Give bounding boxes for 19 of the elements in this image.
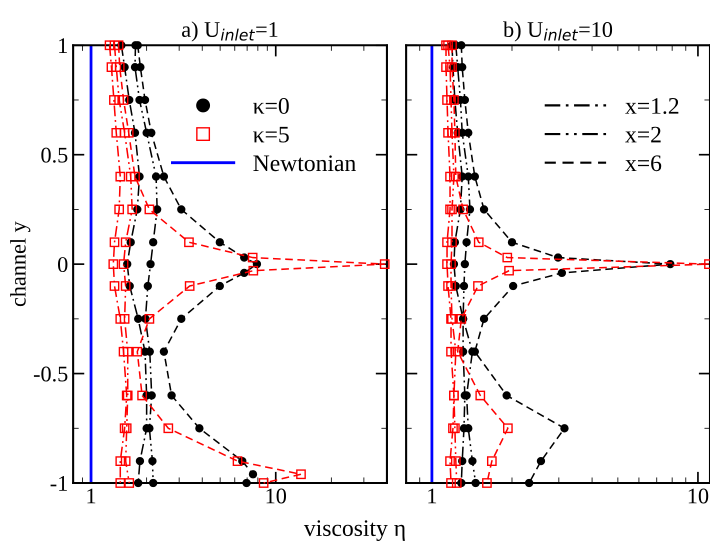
legend-label: Newtonian — [253, 155, 356, 172]
legend-label: κ=0 — [253, 98, 289, 114]
y-axis-title: channel y — [10, 221, 30, 306]
legend-label: x=6 — [625, 155, 662, 172]
x-tick-label: 10 — [688, 488, 708, 504]
x-axis-title: viscosity η — [304, 520, 405, 541]
y-tick-label: 0.5 — [41, 148, 68, 163]
legend-label: x=1.2 — [625, 98, 678, 114]
y-tick-label: -1 — [50, 476, 67, 491]
x-tick-label: 10 — [266, 488, 286, 504]
legend-label: κ=5 — [253, 126, 289, 143]
y-tick-label: 1 — [59, 38, 67, 53]
y-tick-label: -0.5 — [34, 366, 68, 382]
legend-label: x=2 — [625, 126, 661, 142]
y-tick-label: 0 — [58, 257, 68, 272]
chart-title: b) U$_{inlet}$=10 — [503, 21, 612, 42]
x-tick-label: 1 — [428, 488, 436, 504]
chart-title: a) U$_{inlet}$=1 — [182, 21, 278, 42]
x-tick-label: 1 — [87, 488, 96, 504]
